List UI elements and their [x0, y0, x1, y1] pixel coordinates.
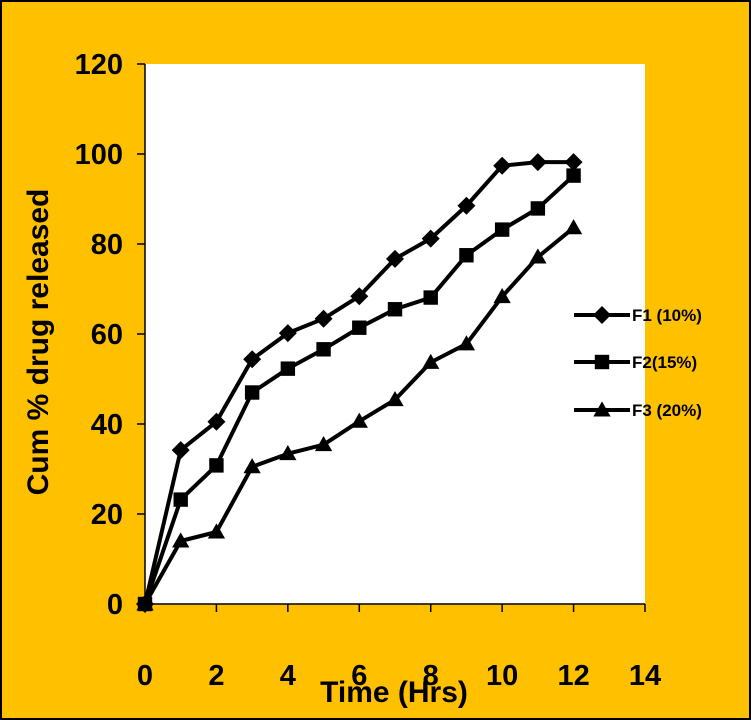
- series-2: [137, 168, 581, 612]
- data-point: [493, 156, 512, 175]
- x-tick-label: 2: [208, 660, 224, 692]
- legend-label: F3 (20%): [632, 401, 702, 420]
- data-point: [528, 153, 547, 172]
- x-tick-label: 6: [351, 660, 367, 692]
- data-point: [243, 458, 261, 474]
- data-point: [566, 168, 581, 183]
- data-point: [386, 249, 404, 268]
- legend-item: F1 (10%): [574, 306, 702, 325]
- data-point: [457, 335, 476, 351]
- tick-labels: 0 20 40 60 80 100 120 0 2 4 6 8 10 12 14: [75, 49, 662, 692]
- legend: F1 (10%) F2(15%) F3 (20%): [574, 306, 702, 420]
- data-point: [352, 320, 367, 335]
- data-point: [350, 412, 368, 428]
- data-point: [494, 222, 510, 237]
- data-point: [243, 350, 262, 369]
- x-tick-label: 4: [280, 660, 296, 692]
- x-tick-label: 10: [486, 660, 518, 692]
- legend-item: F2(15%): [574, 353, 697, 372]
- axes: [137, 63, 646, 612]
- data-point: [209, 458, 224, 473]
- y-tick-label: 80: [91, 229, 123, 261]
- data-point: [421, 229, 440, 248]
- x-tick-label: 0: [137, 660, 153, 692]
- x-axis-title: Time (Hrs): [320, 676, 468, 709]
- y-tick-label: 0: [107, 589, 123, 621]
- legend-marker: [593, 401, 611, 417]
- legend-marker: [594, 354, 610, 370]
- y-tick-label: 40: [91, 409, 123, 441]
- data-point: [316, 342, 331, 357]
- y-tick-label: 60: [91, 319, 123, 351]
- data-point: [422, 353, 440, 369]
- data-point: [171, 441, 190, 460]
- data-point: [278, 324, 297, 343]
- data-point: [350, 287, 369, 306]
- data-point: [279, 445, 297, 461]
- legend-marker: [593, 306, 611, 324]
- data-point: [280, 361, 296, 376]
- data-point: [207, 523, 226, 539]
- legend-label: F2(15%): [632, 353, 697, 372]
- data-point: [564, 153, 583, 172]
- data-point: [136, 595, 154, 611]
- series-3: [136, 219, 583, 611]
- data-point: [172, 532, 190, 548]
- y-tick-label: 20: [91, 499, 123, 531]
- x-tick-label: 14: [629, 660, 661, 692]
- x-tick-label: 12: [557, 660, 589, 692]
- data-point: [387, 302, 403, 317]
- data-point: [493, 288, 511, 304]
- data-point: [207, 412, 226, 431]
- x-tick-label: 8: [423, 660, 439, 692]
- y-tick-label: 100: [75, 139, 123, 171]
- y-tick-label: 120: [75, 49, 123, 81]
- data-point: [314, 309, 333, 328]
- y-axis-title: Cum % drug released: [22, 189, 55, 496]
- legend-label: F1 (10%): [632, 306, 702, 325]
- series-layer: [136, 153, 583, 613]
- data-point: [423, 290, 438, 305]
- data-point: [529, 248, 547, 264]
- data-point: [564, 219, 583, 235]
- data-point: [244, 385, 260, 400]
- data-point: [459, 248, 474, 263]
- data-point: [173, 492, 188, 507]
- data-point: [386, 391, 404, 407]
- data-point: [457, 196, 476, 215]
- data-point: [530, 201, 546, 216]
- data-point: [314, 436, 333, 452]
- legend-item: F3 (20%): [574, 401, 702, 420]
